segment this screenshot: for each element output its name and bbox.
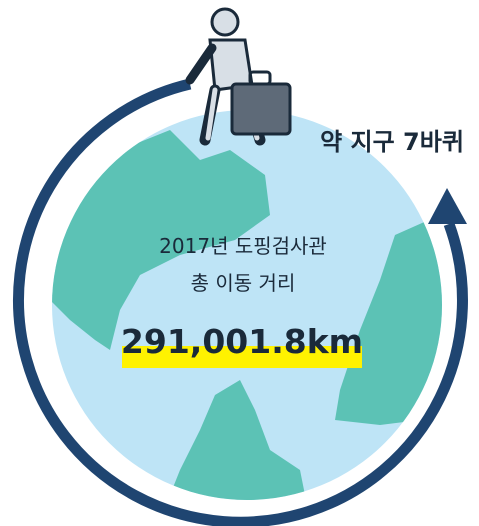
caption-line: 총 이동 거리 [191, 271, 296, 295]
annotation: 약 지구 7바퀴 [320, 128, 464, 156]
orbit-arc [12, 78, 468, 526]
orbit-arrowhead [428, 188, 467, 224]
traveler [185, 7, 292, 146]
caption-line: 2017년 도핑검사관 [159, 234, 327, 258]
highlight [122, 346, 362, 368]
continents [52, 130, 442, 500]
distance: 291,001.8km [121, 322, 363, 361]
